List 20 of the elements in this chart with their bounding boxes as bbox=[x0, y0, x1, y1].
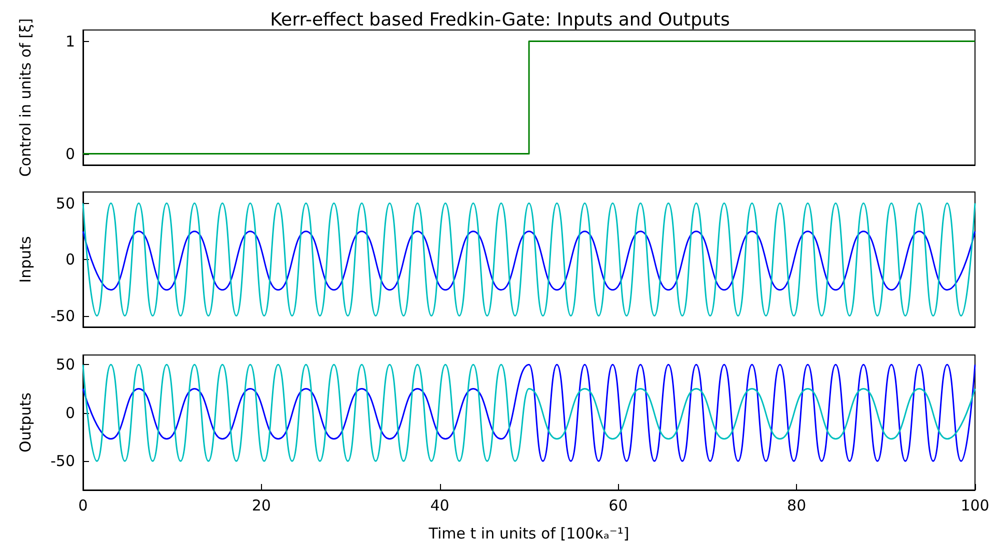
line-series bbox=[82, 364, 976, 462]
y-axis-title: Outputs bbox=[16, 392, 34, 452]
y-tick-label: 50 bbox=[56, 194, 75, 212]
y-axis-title: Control in units of [ξ] bbox=[16, 18, 34, 177]
x-tick-label: 0 bbox=[78, 496, 88, 514]
chart-title: Kerr-effect based Fredkin-Gate: Inputs and Outputs bbox=[270, 10, 730, 30]
x-tick-label: 20 bbox=[252, 496, 271, 514]
y-tick-label: 0 bbox=[65, 144, 75, 163]
y-axis-title: Inputs bbox=[16, 236, 34, 283]
x-tick-label: 80 bbox=[787, 496, 806, 514]
x-tick-label: 60 bbox=[608, 496, 628, 514]
x-axis-title: Time t in units of [100κₐ⁻¹] bbox=[428, 524, 630, 542]
y-tick-label: 50 bbox=[56, 356, 75, 374]
y-tick-label: -50 bbox=[50, 306, 75, 325]
y-tick-label: -50 bbox=[50, 452, 75, 470]
y-tick-label: 0 bbox=[65, 250, 75, 268]
y-tick-label: 1 bbox=[65, 32, 75, 50]
x-tick-label: 40 bbox=[430, 496, 450, 514]
x-tick-label: 100 bbox=[960, 496, 990, 514]
y-tick-label: 0 bbox=[65, 404, 75, 422]
